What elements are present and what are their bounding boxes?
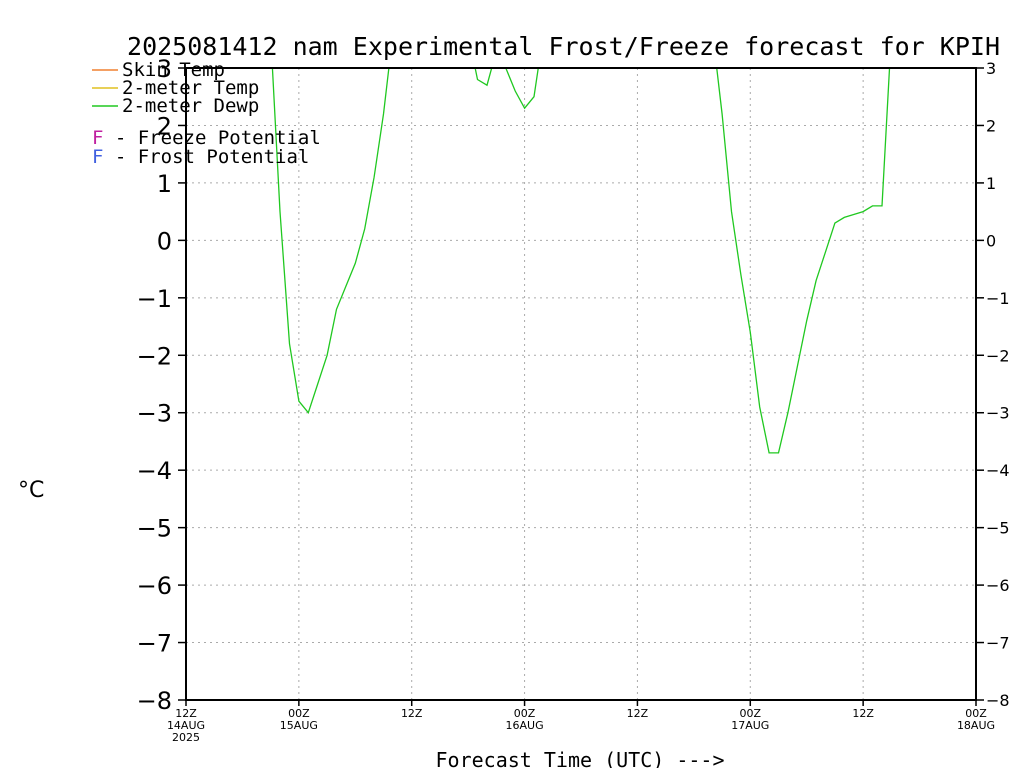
y-axis-right: −8 −7 −6 −5 −4 −3 −2 −1 0 1 2 3 (976, 59, 1010, 710)
y-tick-label: 3 (157, 55, 172, 83)
x-tick-label: 12Z (627, 707, 649, 720)
series-line-dewpoint (474, 68, 539, 110)
potential-key: F - Frost Potential (92, 146, 309, 168)
y-tick-label: −8 (137, 687, 172, 715)
plot-frame (185, 67, 977, 701)
chart-title: 2025081412 nam Experimental Frost/Freeze… (127, 32, 1000, 61)
y-tick-label: −2 (137, 342, 172, 370)
legend-entry: Skin Temp (122, 59, 225, 81)
y-tick-label-right: −5 (986, 519, 1010, 538)
x-tick-label: 12Z (175, 707, 197, 720)
potential-key-letter: F (92, 146, 103, 168)
x-tick-label: 12Z (852, 707, 874, 720)
series-line-dewpoint (271, 68, 390, 415)
series-line-dewpoint (716, 68, 891, 454)
x-tick-label: 12Z (401, 707, 423, 720)
potential-key-text: - Frost Potential (103, 146, 309, 168)
x-tick-label: 00Z (288, 707, 310, 720)
x-tick-label: 15AUG (280, 719, 318, 732)
y-tick-label: −7 (137, 630, 172, 658)
y-tick-label: −5 (137, 515, 172, 543)
x-tick-label: 16AUG (506, 719, 544, 732)
x-tick-label: 18AUG (957, 719, 995, 732)
y-tick-label-right: −3 (986, 404, 1010, 423)
x-tick-label: 00Z (740, 707, 762, 720)
x-tick-label: 14AUG (167, 719, 205, 732)
y-tick-label-right: 2 (986, 116, 996, 135)
legend-entry: 2-meter Temp (122, 77, 259, 99)
y-tick-label: 0 (157, 227, 172, 255)
potential-key-letter: F (92, 127, 103, 149)
y-tick-label-right: −1 (986, 289, 1010, 308)
x-tick-label: 17AUG (731, 719, 769, 732)
y-tick-label-right: −8 (986, 691, 1010, 710)
potential-key-text: - Freeze Potential (103, 127, 320, 149)
y-axis-left: −8 −7 −6 −5 −4 −3 −2 −1 0 1 2 3 (137, 55, 186, 715)
potential-key: F - Freeze Potential (92, 127, 321, 149)
y-tick-label-right: −2 (986, 346, 1010, 365)
series-layer (271, 68, 891, 454)
y-tick-label: −4 (137, 457, 172, 485)
y-tick-label: −1 (137, 285, 172, 313)
x-tick-label: 00Z (514, 707, 536, 720)
y-tick-label-right: −7 (986, 634, 1010, 653)
y-axis-label: °C (18, 478, 44, 503)
y-tick-label: −3 (137, 400, 172, 428)
y-tick-label-right: 3 (986, 59, 996, 78)
legend-entry: 2-meter Dewp (122, 95, 259, 117)
y-tick-label-right: 0 (986, 231, 996, 250)
y-tick-label-right: 1 (986, 174, 996, 193)
y-tick-label: −6 (137, 572, 172, 600)
x-axis-label: Forecast Time (UTC) ---> (436, 748, 725, 768)
y-tick-label-right: −6 (986, 576, 1010, 595)
x-tick-label: 00Z (965, 707, 987, 720)
x-tick-label: 2025 (172, 731, 200, 744)
y-tick-label: 1 (157, 170, 172, 198)
y-tick-label-right: −4 (986, 461, 1010, 480)
y-tick-label: 2 (157, 112, 172, 140)
